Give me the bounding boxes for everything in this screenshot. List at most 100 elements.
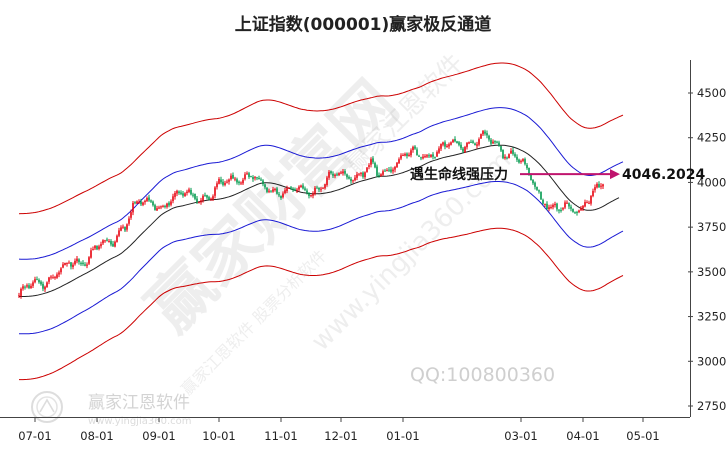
candle-body <box>584 202 586 207</box>
candle <box>292 187 294 193</box>
candle <box>310 194 312 198</box>
candle <box>468 141 470 145</box>
candle <box>142 201 144 207</box>
candle <box>480 133 482 139</box>
candle-body <box>290 187 292 189</box>
candle-body <box>346 174 348 178</box>
candle-body <box>296 189 298 191</box>
candle-body <box>526 164 528 169</box>
candle-body <box>244 174 246 180</box>
candle <box>30 283 32 289</box>
candle-body <box>54 277 56 279</box>
candle-body <box>476 144 478 146</box>
candle <box>252 175 254 182</box>
candle-body <box>552 204 554 208</box>
candle-body <box>358 173 360 175</box>
candle-body <box>218 178 220 184</box>
x-ticks: 07-01 08-01 09-01 10-01 11-01 12-01 01-01 03-01… <box>18 417 660 443</box>
candle-body <box>588 202 590 204</box>
candle-body <box>442 142 444 145</box>
candle <box>214 186 216 199</box>
candle-body <box>466 142 468 148</box>
annotation-value: 4046.2024 <box>622 167 706 183</box>
candle-body <box>46 282 48 288</box>
candle <box>386 168 388 172</box>
candle <box>186 189 188 196</box>
candle <box>600 183 602 190</box>
candle <box>506 156 508 160</box>
candle <box>224 180 226 187</box>
candle-body <box>344 171 346 174</box>
candle <box>436 150 438 158</box>
candle <box>122 224 124 229</box>
candle <box>38 278 40 284</box>
candle <box>198 201 200 204</box>
candle-body <box>110 241 112 245</box>
candle <box>268 188 270 194</box>
candle <box>26 283 28 289</box>
candle-body <box>286 188 288 192</box>
candle-body <box>376 166 378 176</box>
candle-body <box>162 205 164 207</box>
candle-body <box>224 182 226 185</box>
candle-body <box>90 250 92 258</box>
candle <box>540 191 542 200</box>
candle <box>316 185 318 189</box>
candle-body <box>562 208 564 210</box>
candle-body <box>580 208 582 211</box>
candle-body <box>374 163 376 168</box>
candle-body <box>440 144 442 149</box>
candle <box>376 164 378 178</box>
candle-body <box>144 200 146 203</box>
candle <box>558 209 560 214</box>
candle <box>314 185 316 196</box>
candle-body <box>190 189 192 195</box>
candle <box>474 142 476 146</box>
candle <box>562 207 564 211</box>
candle-body <box>488 135 490 140</box>
candle-body <box>238 181 240 184</box>
candle <box>126 223 128 232</box>
candle <box>532 179 534 185</box>
candle <box>424 154 426 159</box>
candle-body <box>568 203 570 207</box>
candle <box>588 200 590 205</box>
candle-body <box>256 177 258 179</box>
candle <box>152 200 154 207</box>
candle-body <box>410 150 412 156</box>
candle-body <box>82 262 84 264</box>
candle <box>216 181 218 190</box>
candle-body <box>152 201 154 206</box>
candle <box>306 188 308 195</box>
candle <box>278 192 280 198</box>
candle <box>168 201 170 208</box>
candle-body <box>534 182 536 187</box>
candle-body <box>122 226 124 228</box>
candle-body <box>112 243 114 247</box>
candle <box>400 153 402 161</box>
candle-body <box>44 286 46 290</box>
x-tick-label: 09-01 <box>142 429 175 443</box>
candle <box>432 152 434 160</box>
candle-body <box>458 142 460 145</box>
candle-body <box>348 177 350 179</box>
candle <box>466 141 468 150</box>
candle <box>178 190 180 195</box>
candle <box>150 199 152 203</box>
candle <box>284 187 286 195</box>
candle <box>42 281 44 292</box>
candle-body <box>22 286 24 289</box>
candle-body <box>572 209 574 212</box>
candle-body <box>480 134 482 139</box>
candle-body <box>202 195 204 201</box>
candle-body <box>206 195 208 198</box>
candle <box>534 181 536 190</box>
candle <box>568 202 570 210</box>
candle-body <box>384 170 386 172</box>
candle-body <box>312 193 314 196</box>
candle-body <box>340 172 342 174</box>
candle <box>444 140 446 150</box>
candle <box>172 193 174 204</box>
candle <box>154 203 156 211</box>
